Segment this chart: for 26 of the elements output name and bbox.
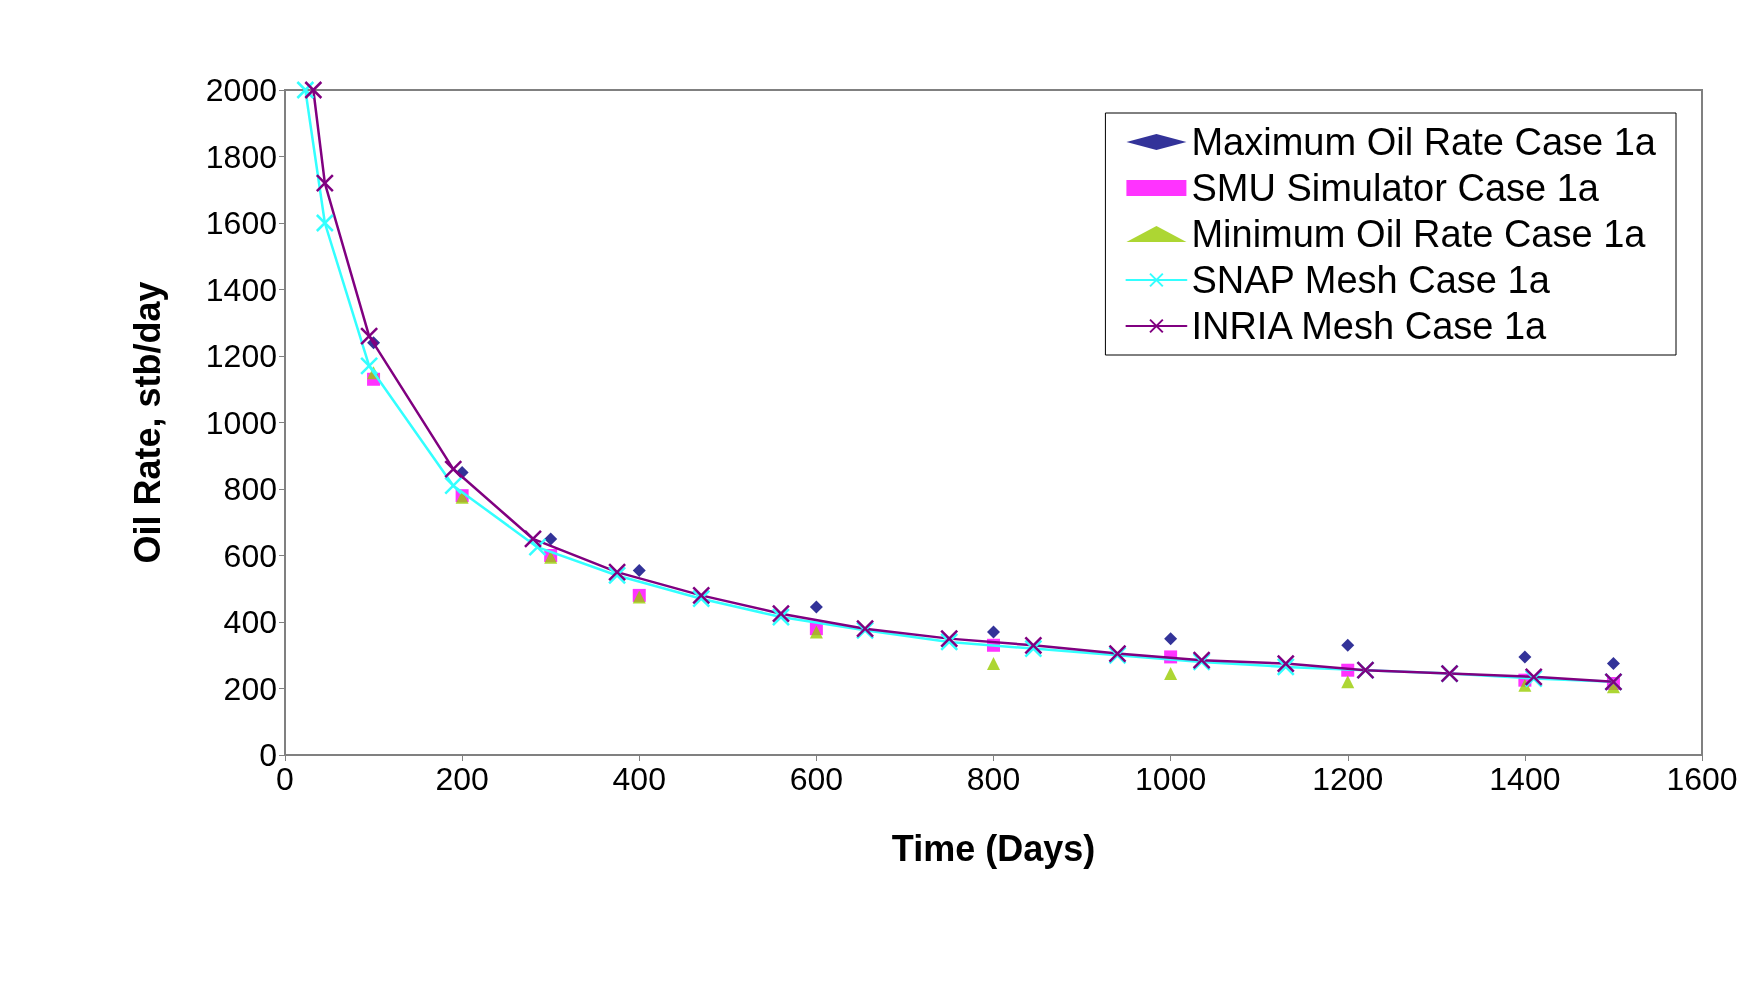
y-tick-label: 400 <box>223 604 277 640</box>
x-tick-label: 800 <box>966 761 1021 797</box>
y-tick-label: 2000 <box>205 72 277 108</box>
y-tick-label: 1200 <box>205 338 277 374</box>
x-tick-label: 200 <box>435 761 489 797</box>
x-tick-label: 600 <box>789 761 844 797</box>
y-tick-label: 600 <box>223 537 277 574</box>
y-tick-label: 1400 <box>205 271 277 308</box>
x-tick-label: 1600 <box>1666 761 1738 797</box>
x-tick-label: 1000 <box>1135 761 1207 797</box>
legend-label: Maximum Oil Rate Case 1a <box>1191 121 1657 163</box>
y-tick-label: 800 <box>223 471 277 507</box>
y-axis-title: Oil Rate, stb/day <box>126 281 168 564</box>
legend-label: INRIA Mesh Case 1a <box>1191 305 1548 347</box>
x-tick-label: 1200 <box>1312 761 1384 797</box>
x-tick-label: 400 <box>612 761 666 797</box>
legend-label: SMU Simulator Case 1a <box>1191 167 1600 209</box>
y-tick-label: 1600 <box>205 205 277 241</box>
y-tick-label: 1800 <box>205 138 277 175</box>
y-tick-label: 200 <box>223 670 277 707</box>
legend-label: SNAP Mesh Case 1a <box>1191 259 1551 301</box>
y-tick-label: 0 <box>259 737 277 773</box>
y-tick-label: 1000 <box>205 404 277 441</box>
legend-label: Minimum Oil Rate Case 1a <box>1191 213 1647 255</box>
x-tick-label: 1400 <box>1489 761 1561 797</box>
x-axis-title: Time (Days) <box>891 827 1096 869</box>
